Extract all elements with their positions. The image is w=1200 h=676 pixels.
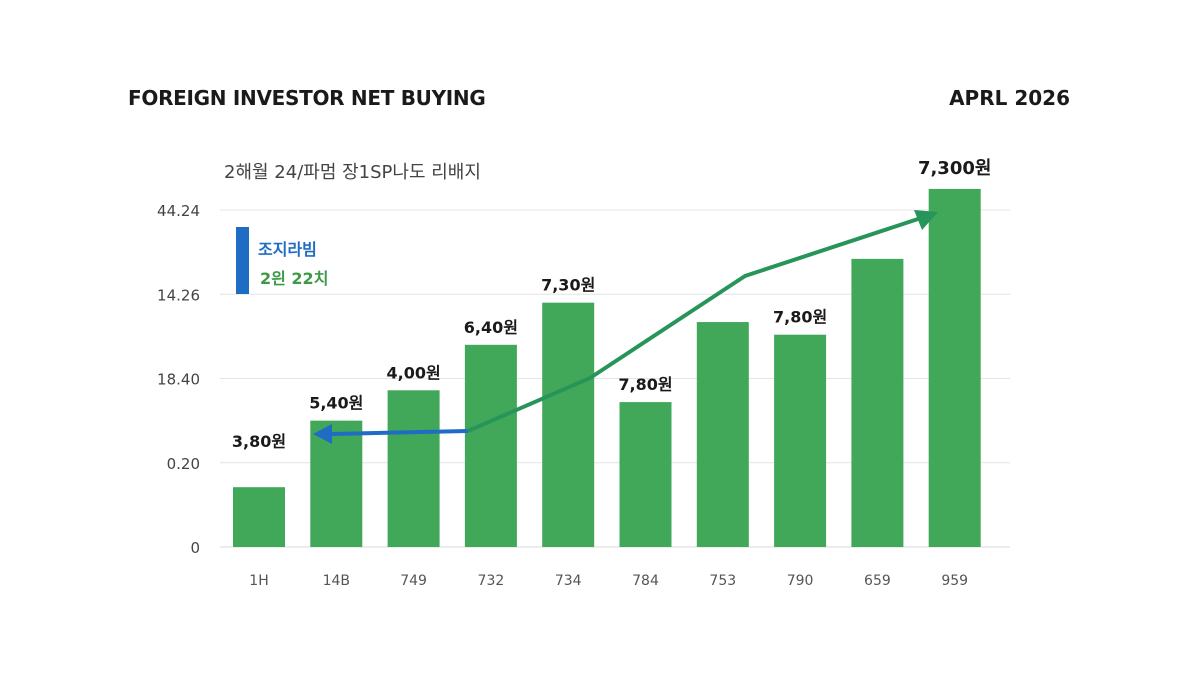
bar [542,302,595,547]
data-label: 7,30원 [541,276,595,295]
bar [310,420,363,547]
bar [619,402,672,547]
x-tick-label: 784 [632,573,659,589]
date-label: APRL 2026 [949,86,1070,110]
arrow-right-icon [914,210,938,230]
arrow-left-icon [313,424,332,444]
y-tick-label: 0.20 [167,455,200,473]
chart-title: FOREIGN INVESTOR NET BUYING [128,86,486,110]
data-label: 7,80원 [773,308,827,327]
y-tick-label: 18.40 [157,371,200,389]
x-tick-label: 790 [787,573,814,589]
x-tick-label: 659 [864,573,891,589]
bar [928,188,981,547]
legend-line-2: 2읜 22치 [260,269,329,288]
bar [774,334,827,547]
bar [233,487,285,547]
y-tick-label: 14.26 [157,286,200,304]
x-tick-label: 959 [941,573,968,589]
trend-line-start [329,429,469,436]
x-tick-label: 753 [709,573,736,589]
x-tick-label: 14B [323,573,350,589]
bar [387,390,440,547]
chart-subtitle: 2해월 24/파멈 장1SP나도 리배지 [224,162,481,183]
data-label: 4,00원 [386,363,440,382]
data-label: 6,40원 [464,318,518,337]
x-tick-label: 749 [400,573,427,589]
bar [696,322,749,547]
data-label: 7,80원 [618,375,672,394]
data-label: 5,40원 [309,394,363,413]
data-label: 7,300원 [918,158,992,179]
x-tick-label: 1H [249,573,268,589]
x-tick-label: 732 [478,573,505,589]
y-tick-label: 44.24 [157,202,200,220]
bar [464,344,517,547]
data-label: 3,80원 [232,432,286,451]
x-tick-label: 734 [555,573,582,589]
y-tick-label: 0 [190,539,200,557]
legend-line-1: 조지라빔 [258,240,317,259]
trend-line [467,217,919,433]
bar [851,258,904,547]
legend-swatch [236,227,249,294]
